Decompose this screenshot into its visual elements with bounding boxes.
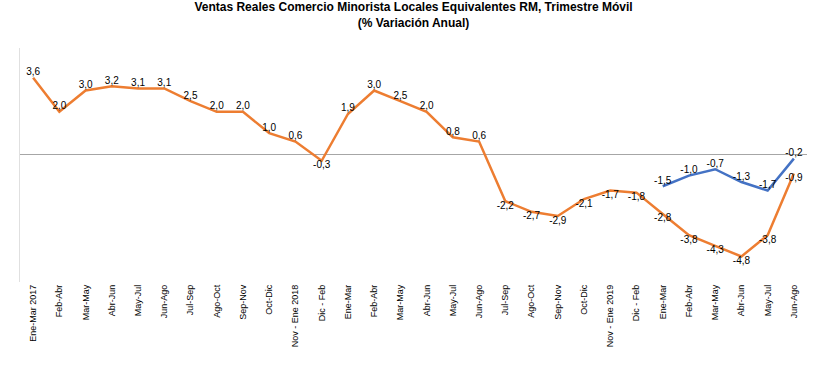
svg-text:-1,7: -1,7	[602, 189, 620, 200]
svg-text:Abr-Jun: Abr-Jun	[107, 285, 117, 317]
svg-text:May-Jul: May-Jul	[133, 285, 143, 317]
svg-text:Jun-Ago: Jun-Ago	[789, 285, 799, 319]
svg-text:2,0: 2,0	[236, 100, 250, 111]
svg-text:Feb-Abr: Feb-Abr	[54, 285, 64, 318]
svg-text:-2,2: -2,2	[497, 200, 515, 211]
svg-text:-4,8: -4,8	[733, 255, 751, 266]
svg-text:0,8: 0,8	[446, 126, 460, 137]
svg-text:Jul-Sep: Jul-Sep	[500, 285, 510, 316]
svg-text:Abr-Jun: Abr-Jun	[422, 285, 432, 317]
svg-text:0,6: 0,6	[472, 130, 486, 141]
svg-text:Feb-Abr: Feb-Abr	[684, 285, 694, 318]
svg-text:Ventas Reales Comercio Minoris: Ventas Reales Comercio Minorista Locales…	[194, 0, 632, 30]
svg-text:3,1: 3,1	[131, 77, 145, 88]
svg-text:-0,3: -0,3	[313, 159, 331, 170]
svg-text:Sep-Nov: Sep-Nov	[553, 284, 563, 320]
svg-text:Mar-May: Mar-May	[395, 284, 405, 320]
svg-text:Abr-Jun: Abr-Jun	[736, 285, 746, 317]
svg-text:2,0: 2,0	[52, 100, 66, 111]
svg-text:1,9: 1,9	[341, 102, 355, 113]
svg-text:0,6: 0,6	[288, 130, 302, 141]
svg-text:-1,0: -1,0	[680, 164, 698, 175]
svg-text:-1,8: -1,8	[628, 191, 646, 202]
svg-text:Nov - Ene 2019: Nov - Ene 2019	[605, 285, 615, 348]
svg-text:Ago-Oct: Ago-Oct	[526, 284, 536, 318]
svg-text:3,0: 3,0	[79, 79, 93, 90]
svg-text:1,0: 1,0	[262, 122, 276, 133]
svg-text:-1,7: -1,7	[759, 179, 777, 190]
svg-text:2,5: 2,5	[184, 90, 198, 101]
svg-text:Ene-Mar 2017: Ene-Mar 2017	[28, 285, 38, 342]
svg-text:Jun-Ago: Jun-Ago	[474, 285, 484, 319]
svg-text:Ene-Mar: Ene-Mar	[658, 285, 668, 320]
svg-text:Ene-Mar: Ene-Mar	[343, 285, 353, 320]
svg-text:3,6: 3,6	[26, 66, 40, 77]
svg-text:-2,8: -2,8	[654, 212, 672, 223]
svg-text:-0,9: -0,9	[785, 172, 803, 183]
svg-text:-2,9: -2,9	[549, 215, 567, 226]
svg-text:2,0: 2,0	[420, 100, 434, 111]
svg-text:2,5: 2,5	[393, 90, 407, 101]
svg-text:May-Jul: May-Jul	[763, 285, 773, 317]
svg-text:Oct-Dic: Oct-Dic	[579, 284, 589, 314]
svg-text:-0,2: -0,2	[785, 147, 803, 158]
svg-text:Sep-Nov: Sep-Nov	[238, 284, 248, 320]
svg-text:2,0: 2,0	[210, 100, 224, 111]
svg-text:Feb-Abr: Feb-Abr	[369, 285, 379, 318]
svg-text:May-Jul: May-Jul	[448, 285, 458, 317]
svg-text:-3,8: -3,8	[759, 234, 777, 245]
svg-text:Nov - Ene 2018: Nov - Ene 2018	[290, 285, 300, 348]
svg-text:3,2: 3,2	[105, 75, 119, 86]
svg-text:Oct-Dic: Oct-Dic	[264, 284, 274, 314]
svg-text:Jun-Ago: Jun-Ago	[159, 285, 169, 319]
svg-text:-1,3: -1,3	[733, 171, 751, 182]
svg-text:-2,7: -2,7	[523, 210, 541, 221]
svg-text:Ago-Oct: Ago-Oct	[212, 284, 222, 318]
svg-text:Mar-May: Mar-May	[81, 284, 91, 320]
svg-text:-2,1: -2,1	[575, 198, 593, 209]
svg-text:-0,7: -0,7	[707, 158, 725, 169]
svg-text:-4,3: -4,3	[707, 244, 725, 255]
svg-text:Dic - Feb: Dic - Feb	[317, 285, 327, 322]
svg-text:Mar-May: Mar-May	[710, 284, 720, 320]
svg-text:Jul-Sep: Jul-Sep	[185, 285, 195, 316]
svg-text:Dic - Feb: Dic - Feb	[631, 285, 641, 322]
svg-text:-3,8: -3,8	[680, 234, 698, 245]
svg-text:-1,5: -1,5	[654, 175, 672, 186]
svg-text:3,0: 3,0	[367, 79, 381, 90]
svg-text:3,1: 3,1	[157, 77, 171, 88]
